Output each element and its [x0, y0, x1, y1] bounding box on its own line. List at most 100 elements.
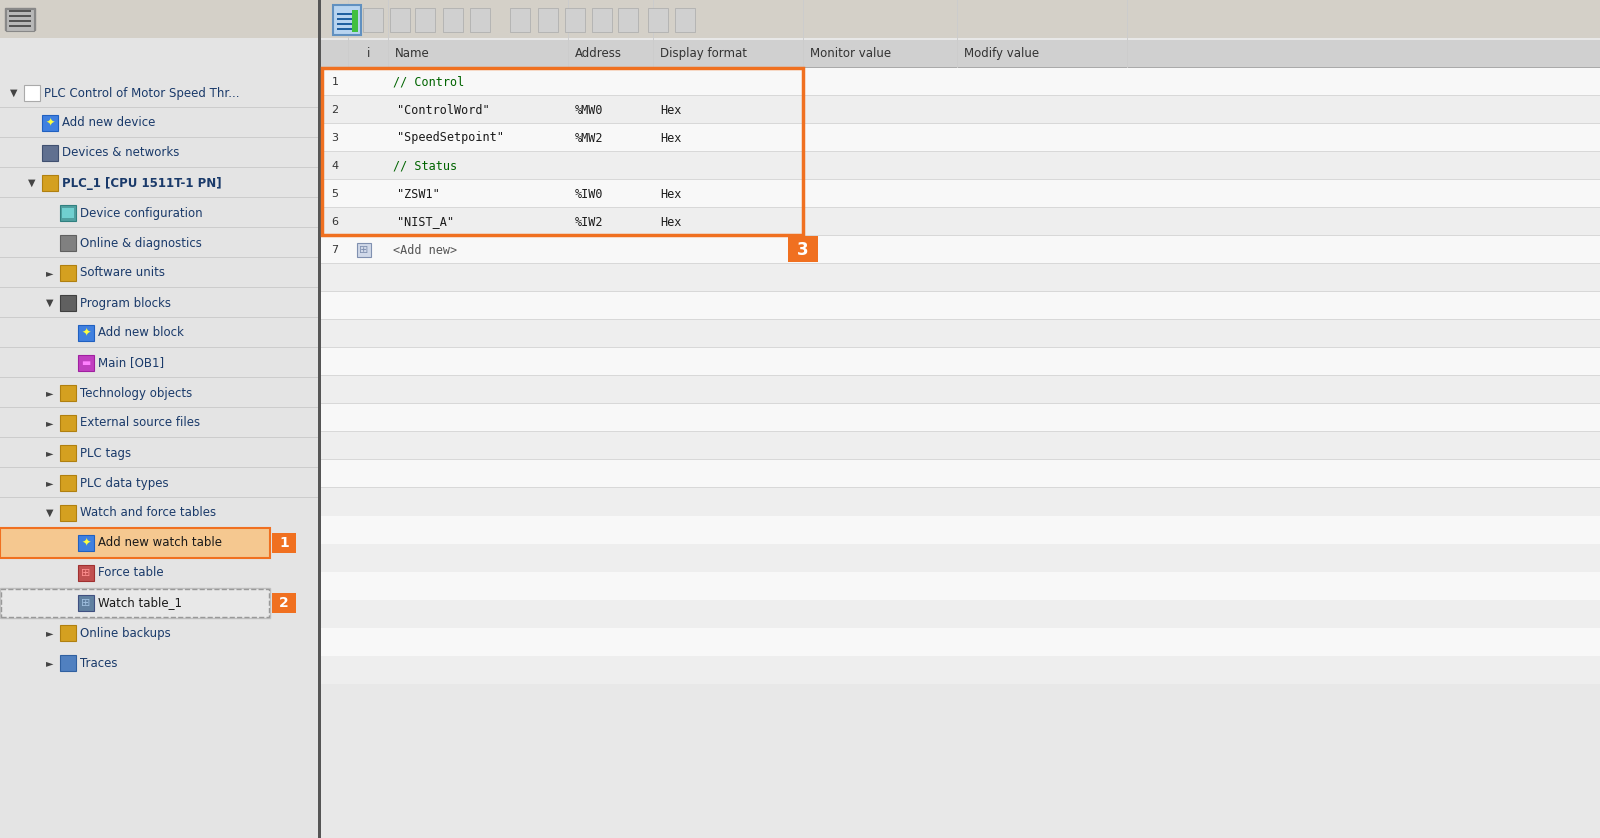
Bar: [322, 292, 1600, 320]
Text: 1: 1: [278, 536, 290, 550]
Bar: [61, 385, 77, 401]
Text: ►: ►: [46, 658, 53, 668]
Bar: [10, 11, 30, 12]
Text: ►: ►: [46, 448, 53, 458]
Bar: [322, 376, 1600, 404]
Text: ▼: ▼: [46, 298, 53, 308]
Bar: [2, 589, 269, 617]
Bar: [42, 145, 58, 161]
Text: PLC data types: PLC data types: [80, 477, 168, 489]
Text: ▼: ▼: [10, 88, 18, 98]
Text: Main [OB1]: Main [OB1]: [98, 356, 165, 370]
Text: Add new watch table: Add new watch table: [98, 536, 222, 550]
Text: Hex: Hex: [661, 132, 682, 144]
Bar: [0, 528, 270, 558]
Bar: [322, 40, 1600, 68]
Text: Force table: Force table: [98, 566, 163, 580]
Text: ▼: ▼: [46, 508, 53, 518]
Text: ⊞: ⊞: [82, 598, 91, 608]
Bar: [322, 68, 1600, 69]
Bar: [322, 488, 1600, 516]
Text: Watch and force tables: Watch and force tables: [80, 506, 216, 520]
Bar: [357, 243, 371, 257]
Bar: [333, 5, 362, 35]
Text: ✦: ✦: [82, 328, 91, 338]
Text: ▼: ▼: [29, 178, 35, 188]
Bar: [61, 655, 77, 671]
Bar: [320, 0, 1600, 38]
Text: // Status: // Status: [394, 159, 458, 173]
Bar: [10, 20, 30, 22]
Text: 4: 4: [331, 161, 339, 171]
Bar: [618, 8, 638, 32]
Bar: [61, 205, 77, 221]
Bar: [61, 235, 77, 251]
Bar: [318, 0, 322, 838]
Bar: [363, 8, 382, 32]
Text: %MW2: %MW2: [574, 132, 603, 144]
Bar: [334, 8, 355, 32]
Text: ✦: ✦: [82, 538, 91, 548]
Bar: [0, 0, 1600, 38]
Text: 3: 3: [797, 241, 810, 259]
Text: Add new block: Add new block: [98, 327, 184, 339]
Text: Device configuration: Device configuration: [80, 206, 203, 220]
Bar: [0, 38, 318, 838]
Bar: [78, 355, 94, 371]
Bar: [5, 8, 35, 30]
Bar: [8, 19, 32, 21]
Bar: [675, 8, 694, 32]
Text: Hex: Hex: [661, 188, 682, 200]
Bar: [78, 535, 94, 551]
Bar: [0, 528, 270, 558]
Text: ▬: ▬: [82, 358, 91, 368]
Text: ►: ►: [46, 268, 53, 278]
Bar: [538, 8, 558, 32]
Text: ►: ►: [46, 628, 53, 638]
Text: Program blocks: Program blocks: [80, 297, 171, 309]
Text: Software units: Software units: [80, 266, 165, 280]
Bar: [414, 8, 435, 32]
Text: %MW0: %MW0: [574, 104, 603, 116]
Bar: [272, 533, 296, 553]
Bar: [322, 124, 1600, 152]
Text: %IW2: %IW2: [574, 215, 603, 229]
Text: ⊞: ⊞: [82, 568, 91, 578]
Bar: [61, 625, 77, 641]
Bar: [61, 265, 77, 281]
Text: Hex: Hex: [661, 104, 682, 116]
Text: External source files: External source files: [80, 416, 200, 430]
Text: "SpeedSetpoint": "SpeedSetpoint": [397, 132, 504, 144]
Text: ►: ►: [46, 418, 53, 428]
Bar: [322, 544, 1600, 572]
Text: PLC tags: PLC tags: [80, 447, 131, 459]
Text: Devices & networks: Devices & networks: [62, 147, 179, 159]
Bar: [322, 320, 1600, 348]
Bar: [322, 404, 1600, 432]
Bar: [8, 14, 32, 16]
Text: Address: Address: [574, 48, 622, 60]
Bar: [787, 236, 818, 262]
Text: 2: 2: [331, 105, 339, 115]
Text: // Control: // Control: [394, 75, 464, 89]
Bar: [62, 208, 74, 218]
Bar: [592, 8, 611, 32]
Bar: [78, 325, 94, 341]
Bar: [322, 152, 1600, 180]
Bar: [338, 23, 357, 25]
Text: Traces: Traces: [80, 656, 117, 670]
Bar: [61, 295, 77, 311]
Text: PLC_1 [CPU 1511T-1 PN]: PLC_1 [CPU 1511T-1 PN]: [62, 177, 222, 189]
Text: PLC Control of Motor Speed Thr...: PLC Control of Motor Speed Thr...: [45, 86, 240, 100]
Text: "ControlWord": "ControlWord": [397, 104, 490, 116]
Bar: [322, 628, 1600, 656]
Bar: [338, 13, 357, 15]
Bar: [42, 115, 58, 131]
Text: "NIST_A": "NIST_A": [397, 215, 454, 229]
Text: 5: 5: [331, 189, 339, 199]
Bar: [322, 208, 1600, 236]
Bar: [61, 445, 77, 461]
Text: ⊞: ⊞: [360, 245, 368, 255]
Bar: [322, 236, 1600, 264]
Bar: [565, 8, 586, 32]
